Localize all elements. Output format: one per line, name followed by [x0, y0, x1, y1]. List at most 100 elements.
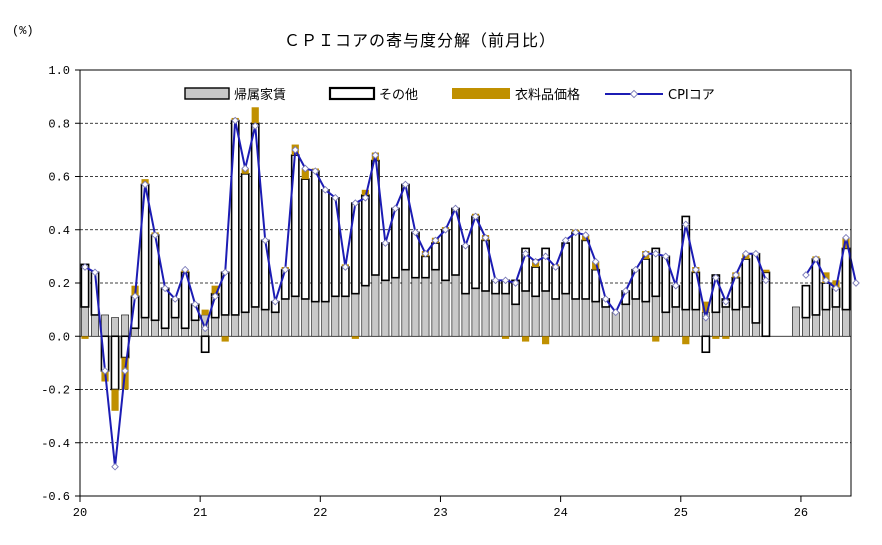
bar-rent: [181, 327, 190, 337]
cpi-core-point: [611, 308, 620, 317]
cpi-core-point: [231, 116, 240, 125]
bar-rent: [481, 290, 490, 337]
bar-other: [310, 170, 320, 303]
bar-rent: [681, 309, 690, 337]
y-tick-label: 0.8: [48, 117, 70, 131]
bar-clothing: [211, 285, 219, 294]
bar-rent: [461, 293, 470, 337]
bar-other: [531, 266, 540, 298]
cpi-core-point: [331, 193, 340, 202]
cpi-core-point: [441, 225, 450, 234]
cpi-core-point: [171, 295, 179, 303]
bar-rent: [631, 298, 640, 337]
bar-rent: [751, 322, 760, 337]
bar-other: [380, 242, 390, 282]
bar-other: [741, 258, 751, 308]
bar-other: [240, 173, 250, 314]
bar-other: [431, 242, 440, 271]
bar-other: [521, 247, 530, 292]
bar-other: [821, 282, 831, 311]
bar-other: [461, 244, 470, 295]
bar-rent: [111, 317, 119, 337]
cpi-core-point: [661, 252, 670, 261]
bar-rent: [501, 293, 510, 337]
y-tick-label: 0.2: [48, 277, 70, 291]
x-tick-label: 20: [73, 506, 87, 520]
bar-other: [701, 335, 711, 354]
x-tick-label: 24: [553, 506, 567, 520]
cpi-core-point: [651, 249, 660, 258]
cpi-core-point: [832, 284, 840, 293]
cpi-core-point: [191, 300, 199, 309]
cpi-core-point: [701, 313, 710, 322]
cpi-core-line-segment: [805, 237, 857, 291]
cpi-core-point: [842, 233, 850, 242]
cpi-core-point: [81, 263, 89, 271]
bar-rent: [661, 311, 670, 337]
bar-rent: [802, 317, 810, 337]
bar-rent: [641, 301, 650, 337]
bar-clothing: [712, 336, 720, 339]
bar-rent: [401, 269, 410, 337]
cpi-core-point: [732, 271, 740, 279]
cpi-core-point: [431, 236, 440, 245]
bar-clothing: [501, 336, 510, 339]
cpi-core-point: [541, 252, 550, 261]
bar-clothing: [201, 309, 209, 315]
cpi-core-point: [852, 279, 860, 287]
legend-label: その他: [379, 88, 418, 103]
y-tick-label: -0.6: [41, 490, 70, 504]
legend-label: 帰属家賃: [234, 87, 286, 103]
y-axis-ticks: 1.0 0.8 0.6 0.4 0.2 0.0 -0.2 -0.4 -0.6: [41, 64, 80, 504]
cpi-core-point: [411, 228, 420, 237]
cpi-core-point: [281, 265, 290, 274]
bar-other: [360, 194, 370, 287]
bar-rent: [281, 298, 290, 337]
bar-rent: [822, 309, 830, 337]
cpi-core-point: [691, 265, 700, 274]
cpi-core-point: [742, 249, 750, 258]
bar-rent: [291, 296, 300, 337]
cpi-core-point: [161, 284, 169, 293]
cpi-core-point: [471, 212, 480, 221]
y-tick-label: 1.0: [48, 64, 70, 78]
bar-rent: [331, 296, 340, 337]
cpi-core-point: [151, 231, 159, 239]
bar-other: [110, 335, 120, 391]
cpi-core-point: [461, 241, 470, 250]
cpi-core-point: [301, 164, 310, 173]
cpi-core-point: [421, 249, 430, 258]
cpi-core-point: [241, 164, 250, 173]
bar-rent: [842, 309, 850, 337]
bar-other: [681, 215, 691, 311]
y-tick-label: -0.4: [41, 437, 70, 451]
bar-rent: [101, 314, 109, 337]
bar-clothing: [221, 336, 229, 342]
bar-rent: [431, 269, 440, 337]
bar-rent: [261, 309, 270, 337]
cpi-core-point: [251, 122, 260, 130]
bar-other: [200, 335, 210, 354]
bar-rent: [371, 274, 380, 337]
bar-clothing: [592, 261, 600, 270]
bar-rent: [171, 317, 180, 337]
bar-rent: [321, 301, 330, 337]
cpi-core-point: [481, 233, 490, 242]
bar-clothing: [702, 301, 710, 313]
cpi-core-point: [131, 292, 139, 301]
cpi-core-point: [601, 295, 610, 303]
cpi-core-point: [531, 257, 540, 266]
bar-rent: [301, 298, 310, 337]
bar-clothing: [351, 336, 359, 339]
bar-other: [160, 287, 170, 330]
cpi-core-line: [81, 116, 860, 471]
cpi-core-point: [812, 255, 820, 263]
bar-other: [551, 266, 561, 300]
y-tick-label: 0.4: [48, 224, 70, 238]
cpi-core-point: [621, 287, 630, 295]
bar-clothing: [762, 269, 770, 273]
bar-rent: [341, 296, 350, 337]
bar-rent: [571, 298, 580, 337]
bar-rent: [241, 311, 250, 337]
bar-rent: [691, 309, 700, 337]
